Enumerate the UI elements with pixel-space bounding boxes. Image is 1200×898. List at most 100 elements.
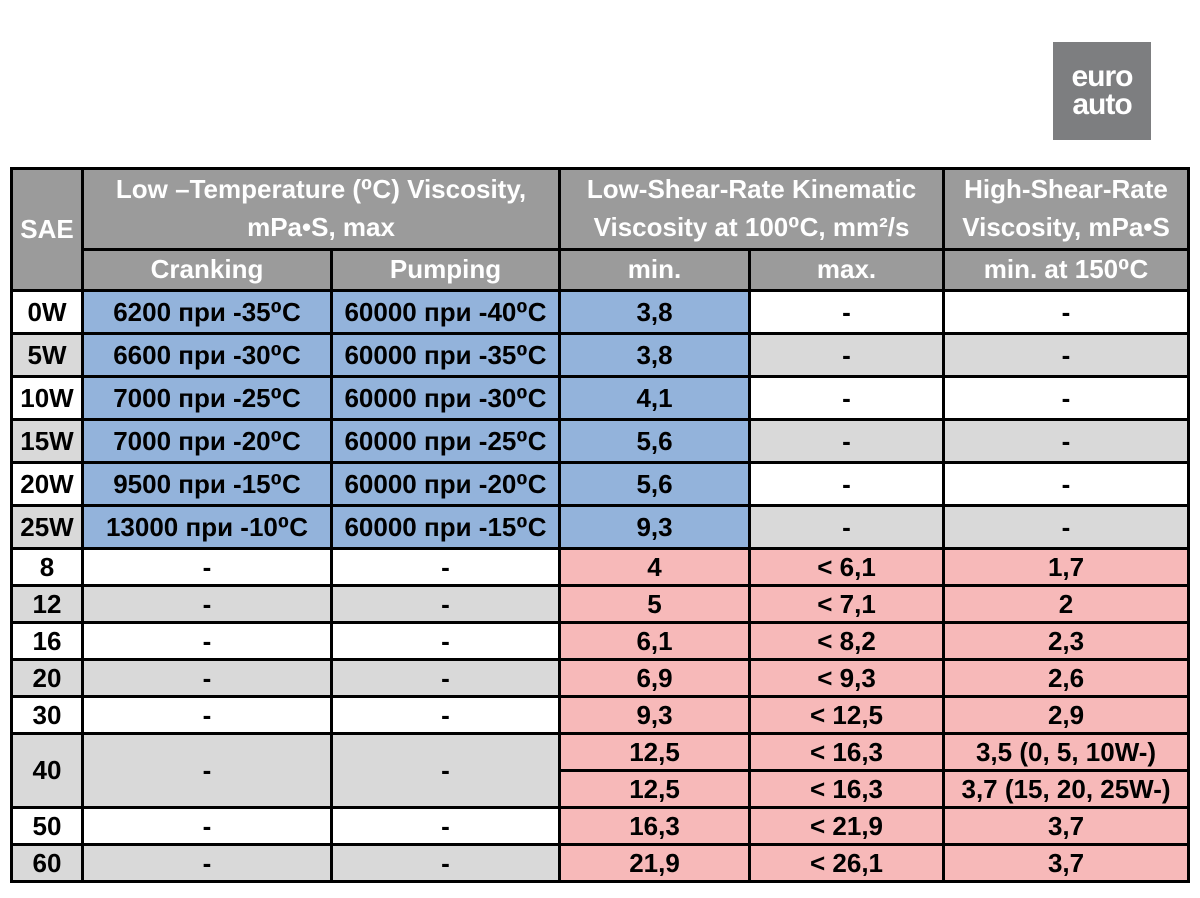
cell-hshr: 3,7 [942,843,1191,883]
table-row-60: 60 - - 21,9 < 26,1 3,7 [10,843,1191,883]
cell-min: 21,9 [558,843,752,883]
cell-min: 12,5 [558,732,752,772]
table-row-20: 20 - - 6,9 < 9,3 2,6 [10,658,1191,698]
cell-hshr: - [942,375,1191,421]
cell-pumping: - [329,732,562,809]
table-row-20w: 20W 9500 при -15⁰C 60000 при -20⁰C 5,6 -… [10,461,1191,507]
cell-sae: 50 [10,806,84,846]
cell-min: 4 [558,547,752,587]
table-row-5w: 5W 6600 при -30⁰C 60000 при -35⁰C 3,8 - … [10,332,1191,378]
cell-max: - [748,375,946,421]
cell-sae: 0W [10,289,84,335]
cell-max: - [748,461,946,507]
cell-cranking: 13000 при -10⁰C [81,504,333,550]
cell-min: 6,9 [558,658,752,698]
cell-cranking: 6600 при -30⁰C [81,332,333,378]
cell-min: 3,8 [558,332,752,378]
cell-hshr: - [942,332,1191,378]
subheader-min-at-150: min. at 150⁰C [942,248,1191,292]
cell-pumping: - [329,806,562,846]
cell-min: 9,3 [558,695,752,735]
cell-sae: 20W [10,461,84,507]
cell-pumping: - [329,658,562,698]
cell-max: < 16,3 [748,732,946,772]
subheader-min: min. [558,248,752,292]
cell-sae: 16 [10,621,84,661]
cell-min: 3,8 [558,289,752,335]
cell-cranking: 7000 при -25⁰C [81,375,333,421]
cell-pumping: 60000 при -40⁰C [329,289,562,335]
cell-sae: 20 [10,658,84,698]
logo-line-euro: euro [1071,59,1133,93]
table-row-30: 30 - - 9,3 < 12,5 2,9 [10,695,1191,735]
table-row-50: 50 - - 16,3 < 21,9 3,7 [10,806,1191,846]
cell-hshr: 3,7 (15, 20, 25W-) [942,769,1191,809]
cell-cranking: - [81,843,333,883]
cell-min: 5,6 [558,461,752,507]
cell-cranking: - [81,732,333,809]
cell-hshr: - [942,461,1191,507]
table-row-15w: 15W 7000 при -20⁰C 60000 при -25⁰C 5,6 -… [10,418,1191,464]
cell-pumping: - [329,547,562,587]
cell-min: 12,5 [558,769,752,809]
cell-min: 9,3 [558,504,752,550]
cell-hshr: 1,7 [942,547,1191,587]
cell-sae: 30 [10,695,84,735]
table-row-12: 12 - - 5 < 7,1 2 [10,584,1191,624]
cell-min: 5 [558,584,752,624]
header-group-row: SAE Low –Temperature (⁰C) Viscosity, mPa… [10,167,1191,292]
group-low-shear-rate-kinematic: Low-Shear-Rate Kinematic Viscosity at 10… [558,167,946,251]
table-row-25w: 25W 13000 при -10⁰C 60000 при -15⁰C 9,3 … [10,504,1191,550]
cell-max: < 26,1 [748,843,946,883]
cell-sae: 60 [10,843,84,883]
cell-max: < 16,3 [748,769,946,809]
subheader-cranking: Cranking [81,248,333,292]
cell-max: - [748,418,946,464]
group-high-shear-rate: High-Shear-Rate Viscosity, mPa•S [942,167,1191,251]
table-row-40-upper: 40 - - 12,5 < 16,3 3,5 (0, 5, 10W-) [10,732,1191,809]
cell-pumping: - [329,584,562,624]
cell-sae: 5W [10,332,84,378]
cell-cranking: 6200 при -35⁰C [81,289,333,335]
cell-hshr: 3,7 [942,806,1191,846]
cell-max: < 12,5 [748,695,946,735]
cell-pumping: - [329,695,562,735]
cell-max: - [748,332,946,378]
cell-max: < 9,3 [748,658,946,698]
cell-max: < 7,1 [748,584,946,624]
logo-line-auto: auto [1072,88,1132,121]
table-row-0w: 0W 6200 при -35⁰C 60000 при -40⁰C 3,8 - … [10,289,1191,335]
cell-max: < 8,2 [748,621,946,661]
cell-sae: 40 [10,732,84,809]
cell-min: 4,1 [558,375,752,421]
cell-min: 6,1 [558,621,752,661]
cell-cranking: - [81,695,333,735]
cell-pumping: - [329,621,562,661]
table-row-16: 16 - - 6,1 < 8,2 2,3 [10,621,1191,661]
cell-hshr: - [942,289,1191,335]
cell-cranking: - [81,547,333,587]
cell-hshr: 2,3 [942,621,1191,661]
cell-hshr: 2,6 [942,658,1191,698]
sae-viscosity-table: SAE Low –Temperature (⁰C) Viscosity, mPa… [10,167,1191,883]
table-row-8: 8 - - 4 < 6,1 1,7 [10,547,1191,587]
cell-cranking: - [81,584,333,624]
cell-pumping: 60000 при -25⁰C [329,418,562,464]
cell-pumping: 60000 при -15⁰C [329,504,562,550]
cell-min: 16,3 [558,806,752,846]
cell-max: < 6,1 [748,547,946,587]
cell-cranking: - [81,658,333,698]
cell-cranking: - [81,621,333,661]
cell-sae: 15W [10,418,84,464]
cell-sae: 12 [10,584,84,624]
cell-cranking: 7000 при -20⁰C [81,418,333,464]
header-sub-row: Cranking Pumping min. max. min. at 150⁰C [12,248,1191,292]
cell-hshr: - [942,504,1191,550]
cell-hshr: 2,9 [942,695,1191,735]
cell-cranking: 9500 при -15⁰C [81,461,333,507]
cell-pumping: 60000 при -35⁰C [329,332,562,378]
cell-min: 5,6 [558,418,752,464]
subheader-max: max. [748,248,946,292]
cell-pumping: 60000 при -30⁰C [329,375,562,421]
group-low-temperature-viscosity: Low –Temperature (⁰C) Viscosity, mPa•S, … [80,167,562,251]
